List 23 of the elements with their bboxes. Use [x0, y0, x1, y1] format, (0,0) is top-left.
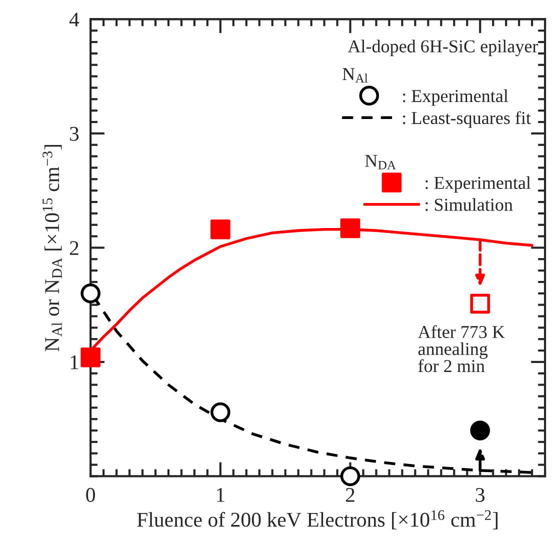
y-tick-label: 3 — [70, 126, 79, 141]
x-tick-label: 3 — [476, 488, 484, 502]
point — [340, 218, 360, 238]
x-axis-title: Fluence of 200 keV Electrons [×10$^{16}$ cm$^{−2}$] — [137, 510, 498, 530]
y-tick-label: 2 — [70, 241, 78, 255]
point — [210, 220, 230, 240]
x-tick-label: 1 — [217, 488, 224, 502]
legend-label: : Experimental — [426, 176, 531, 193]
legend-label: : Least-squares fit — [403, 111, 531, 128]
legend-label: : Experimental — [403, 89, 508, 106]
legend-title: Al-doped 6H-SiC epilayer — [348, 40, 538, 56]
x-tick-label: 2 — [346, 488, 354, 502]
annotation: N$_{Al}$ — [342, 68, 368, 82]
y-tick-label: 1 — [70, 355, 78, 370]
point — [80, 347, 100, 368]
annotation: N$_{DA}$ — [365, 154, 396, 170]
legend-label: : Simulation — [426, 198, 513, 211]
point — [470, 294, 490, 314]
y-tick-label: 4 — [69, 12, 80, 26]
point — [470, 420, 490, 440]
annotation: After 773 K annealing for 2 min — [418, 325, 505, 372]
text: N$_{Al}$ or N$_{DA}$ [×10$^{15}$ cm$^{−3}$] — [42, 145, 62, 352]
x-tick-label: 0 — [86, 488, 95, 502]
